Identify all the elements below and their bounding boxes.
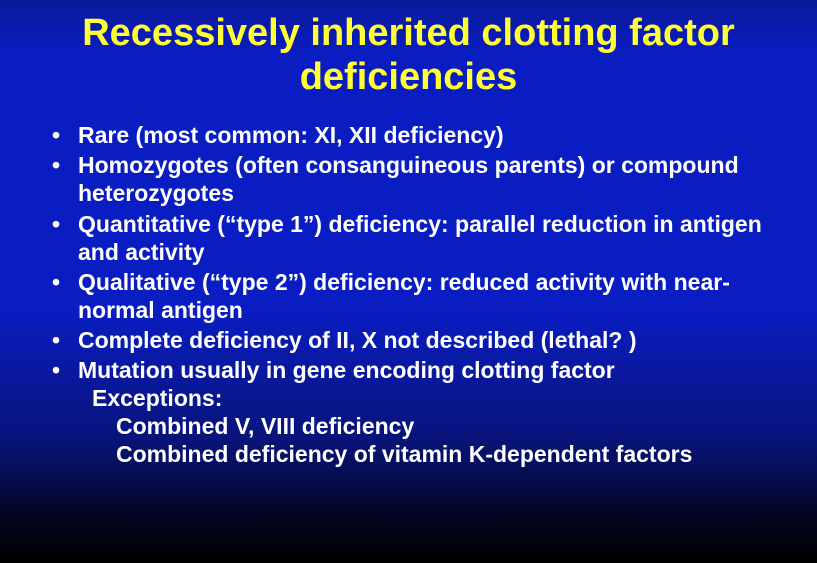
list-item: Homozygotes (often consanguineous parent… [48,151,777,207]
bullet-list: Rare (most common: XI, XII deficiency) H… [40,121,777,468]
slide: Recessively inherited clotting factor de… [0,0,817,563]
bullet-text: Rare (most common: XI, XII deficiency) [78,122,504,148]
list-item: Complete deficiency of II, X not describ… [48,326,777,354]
sub-line: Exceptions: [78,384,777,412]
list-item: Rare (most common: XI, XII deficiency) [48,121,777,149]
bullet-text: Homozygotes (often consanguineous parent… [78,152,739,206]
list-item: Mutation usually in gene encoding clotti… [48,356,777,468]
list-item: Quantitative (“type 1”) deficiency: para… [48,210,777,266]
list-item: Qualitative (“type 2”) deficiency: reduc… [48,268,777,324]
bullet-text: Qualitative (“type 2”) deficiency: reduc… [78,269,730,323]
sub-line: Combined V, VIII deficiency [78,412,777,440]
slide-title: Recessively inherited clotting factor de… [77,12,740,99]
bullet-text: Quantitative (“type 1”) deficiency: para… [78,211,762,265]
bullet-text: Complete deficiency of II, X not describ… [78,327,636,353]
bullet-text: Mutation usually in gene encoding clotti… [78,357,615,383]
sub-line: Combined deficiency of vitamin K-depende… [78,440,777,468]
